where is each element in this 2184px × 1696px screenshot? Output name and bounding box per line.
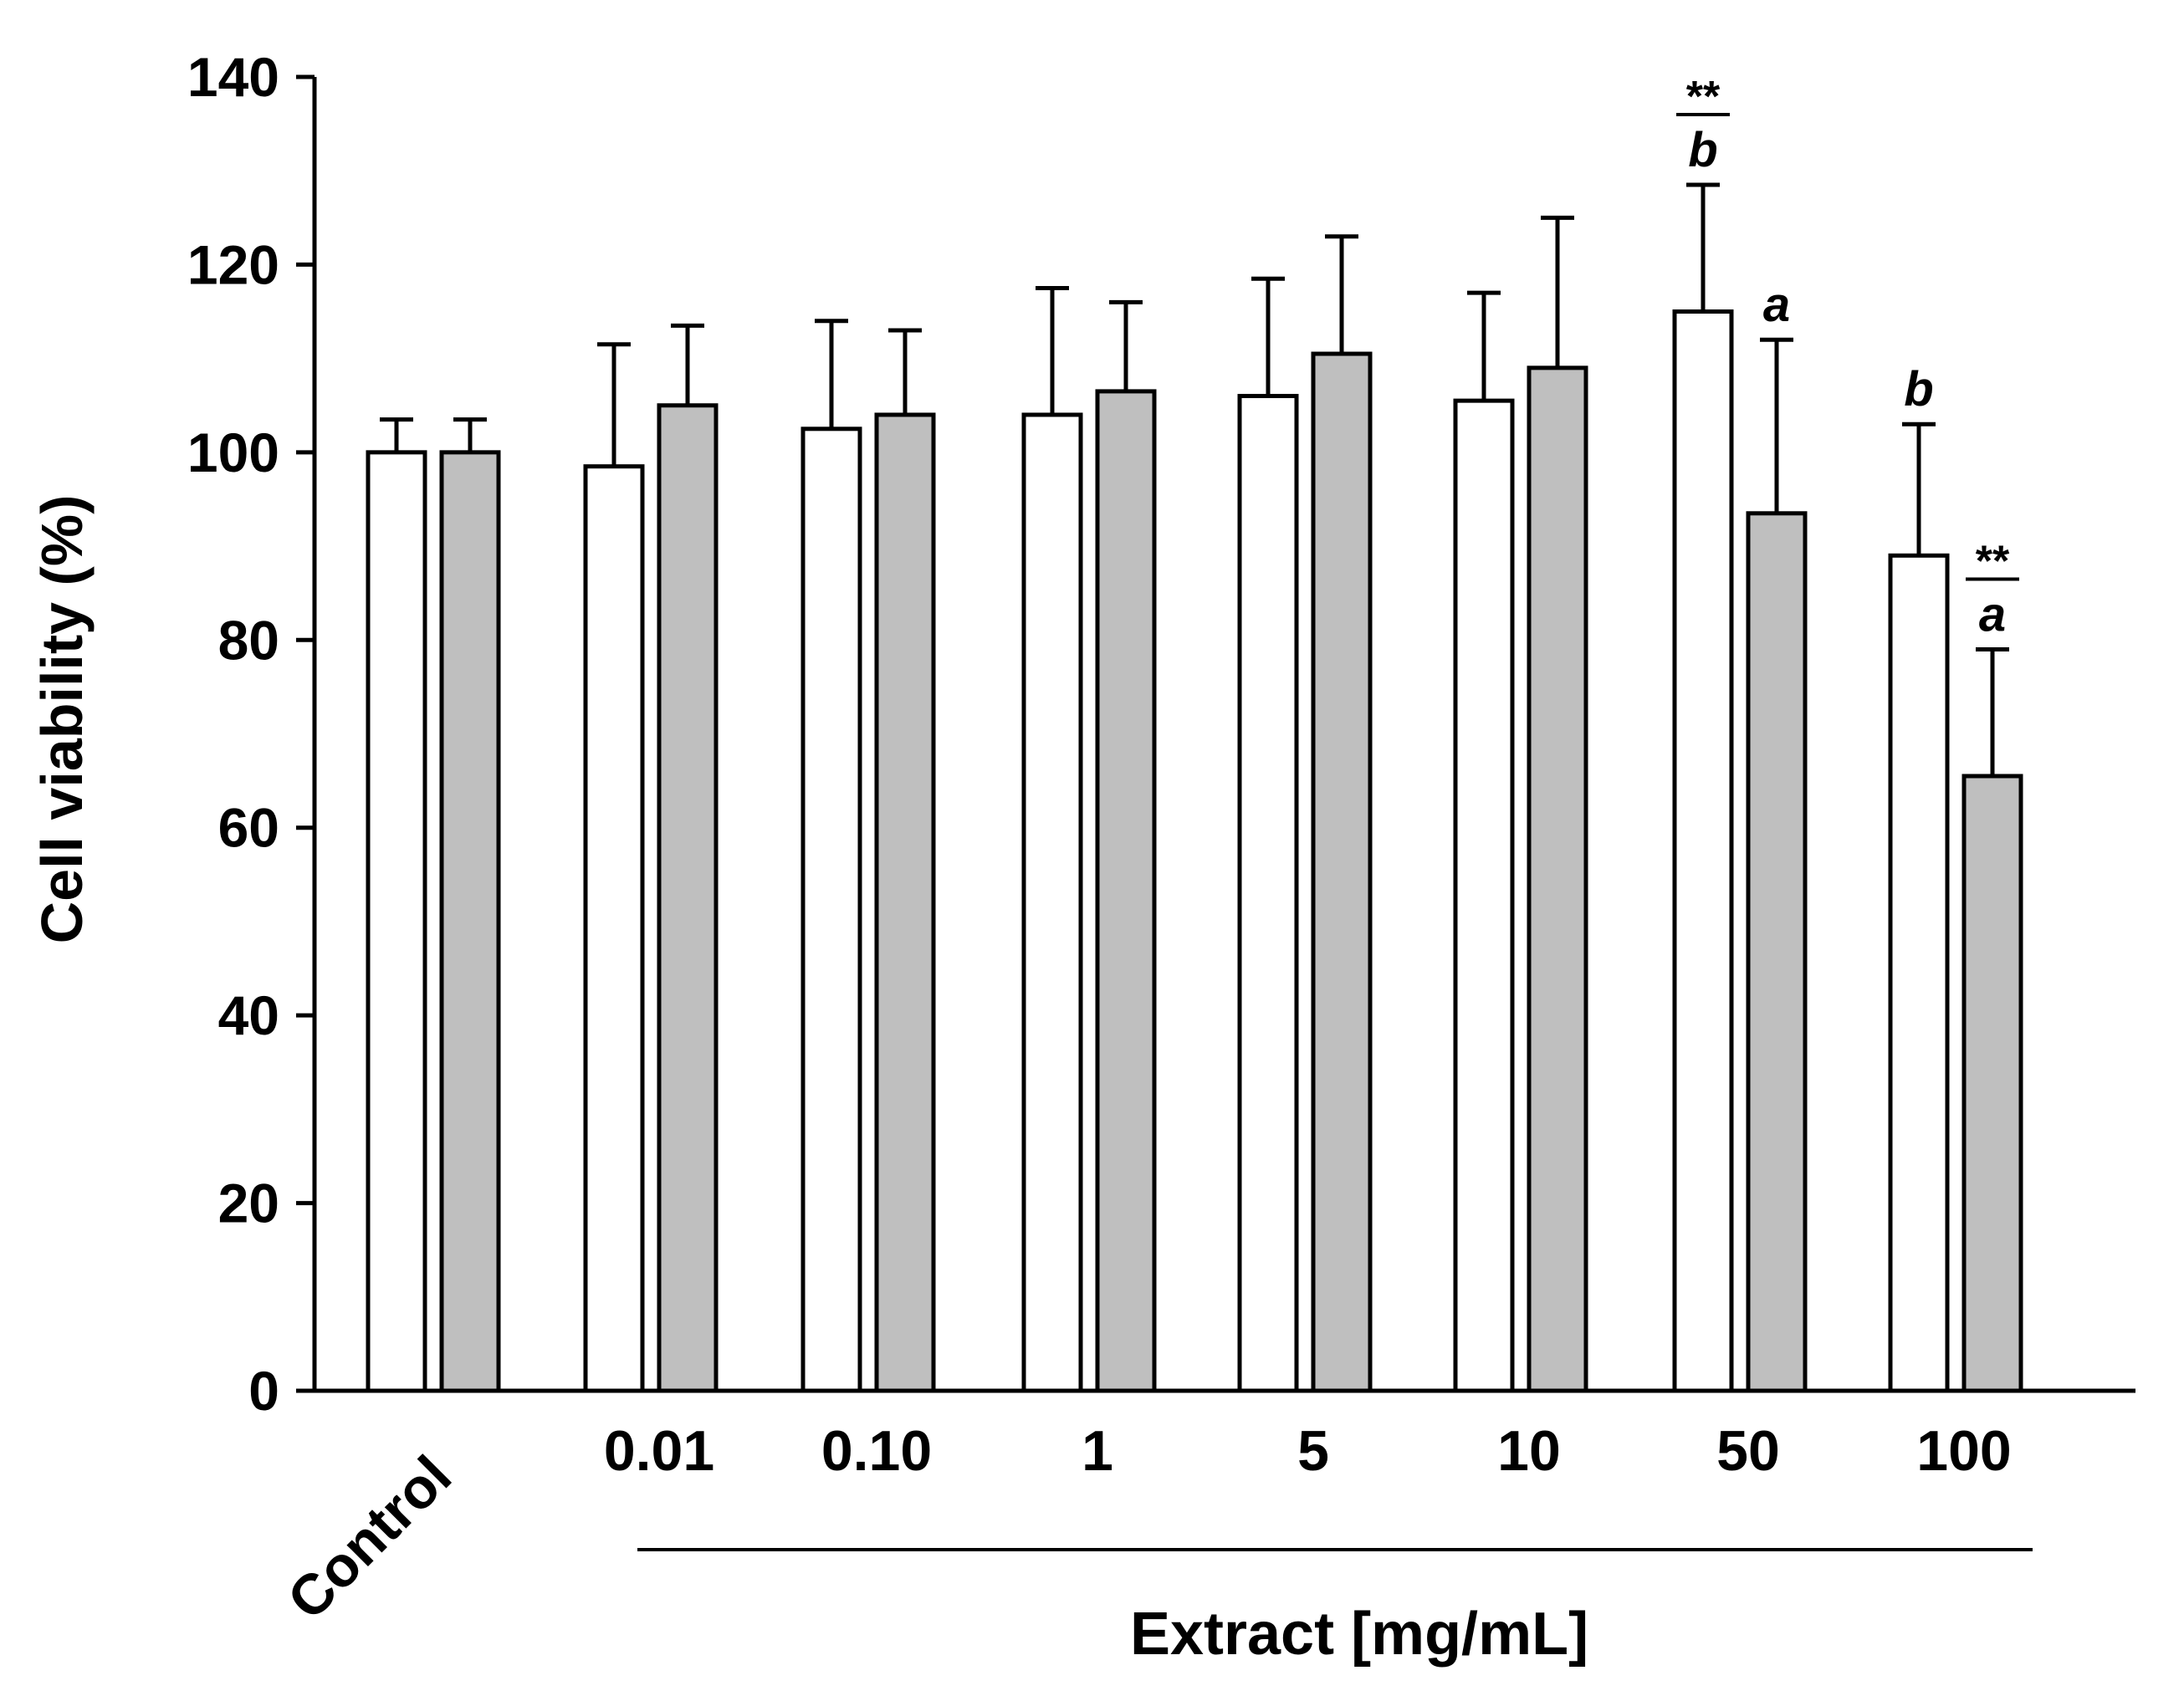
y-tick-label: 0 (248, 1360, 279, 1422)
significance-letter: b (1688, 123, 1717, 177)
bar-series-2 (1095, 389, 1157, 1393)
bar-series-1 (1021, 412, 1083, 1393)
bar-series-1 (1237, 394, 1299, 1393)
bar-series-1 (1672, 309, 1734, 1393)
bar-series-2 (1746, 511, 1808, 1393)
bar-series-1 (1888, 553, 1950, 1393)
x-axis-title: Extract [mg/mL] (1130, 1601, 1588, 1668)
y-tick-label: 60 (218, 797, 279, 859)
y-tick-label: 40 (218, 984, 279, 1046)
x-category-label: 10 (1497, 1419, 1561, 1483)
x-category-label: 5 (1297, 1419, 1329, 1483)
chart-bars (366, 182, 2023, 1393)
bar-series-2 (874, 412, 936, 1393)
significance-letter: b (1904, 362, 1933, 416)
x-category-label: 100 (1916, 1419, 2011, 1483)
x-category-label: 1 (1082, 1419, 1113, 1483)
significance-stars: ** (1976, 538, 2010, 586)
x-category-label: Control (275, 1443, 463, 1632)
significance-letter: a (1979, 588, 2006, 642)
bar-series-1 (800, 427, 862, 1393)
significance-letter: a (1763, 278, 1790, 332)
bar-series-1 (1453, 398, 1515, 1393)
bar-series-1 (366, 450, 427, 1393)
bar-series-2 (1311, 351, 1373, 1393)
bar-series-2 (1527, 365, 1588, 1393)
x-category-label: 50 (1716, 1419, 1780, 1483)
y-tick-label: 140 (187, 46, 279, 108)
y-tick-label: 100 (187, 421, 279, 483)
bar-series-2 (1962, 774, 2023, 1393)
y-axis-title: Cell viability (%) (29, 495, 95, 944)
chart-annotations: b**aba** (1676, 73, 2019, 642)
x-category-label: 0.01 (604, 1419, 714, 1483)
y-tick-label: 20 (218, 1172, 279, 1234)
bar-series-2 (439, 450, 501, 1393)
x-category-label: 0.10 (821, 1419, 932, 1483)
significance-stars: ** (1686, 73, 1721, 121)
y-tick-label: 80 (218, 609, 279, 671)
bar-series-1 (583, 464, 645, 1393)
bar-series-2 (657, 403, 719, 1393)
y-tick-label: 120 (187, 233, 279, 295)
